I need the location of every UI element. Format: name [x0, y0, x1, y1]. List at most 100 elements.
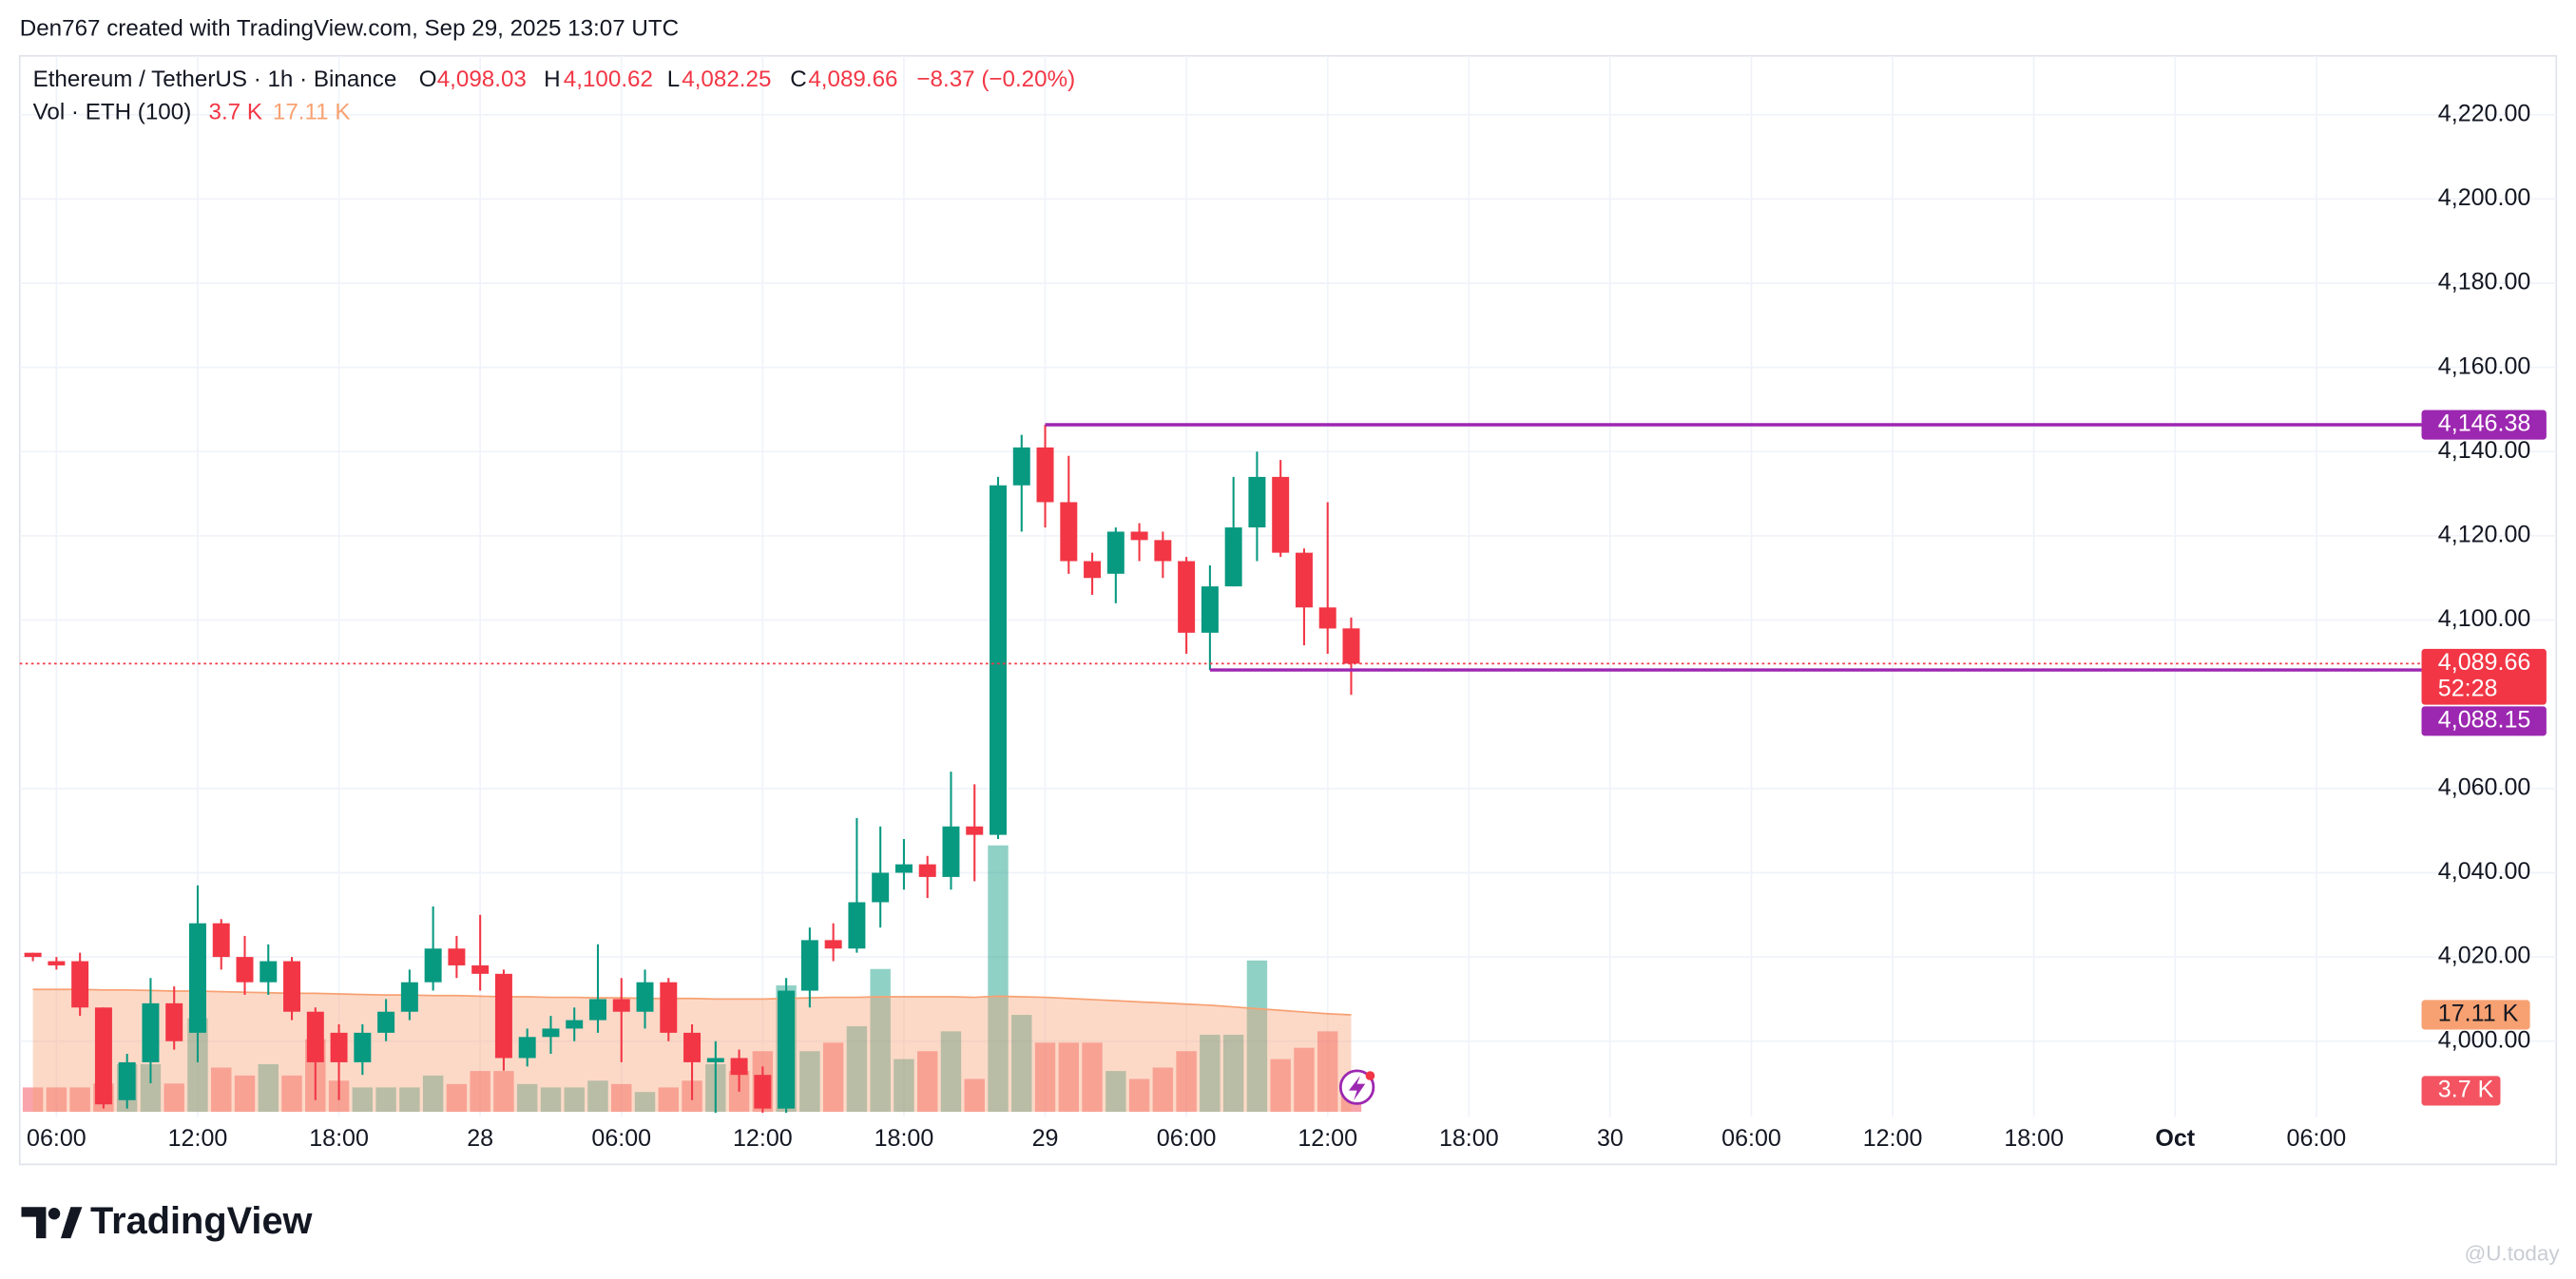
volume-bar	[1152, 1067, 1174, 1113]
volume-bar	[822, 1042, 844, 1113]
candles	[24, 425, 1360, 1114]
brand-name: TradingView	[90, 1200, 312, 1242]
legend-low: 4,082.25	[682, 67, 771, 92]
attribution: Den767 created with TradingView.com, Sep…	[20, 16, 679, 42]
replay-icon	[1338, 1069, 1375, 1105]
candle-body	[1248, 476, 1266, 528]
y-tick-label: 4,000.00	[2438, 1026, 2531, 1053]
x-tick-label: 29	[1032, 1125, 1059, 1152]
horizontal-line-pill	[2421, 410, 2547, 440]
volume-bar	[234, 1075, 256, 1113]
volume-bar	[540, 1087, 562, 1113]
current-price-label: 4,089.66	[2438, 649, 2531, 676]
volume-bar	[870, 968, 891, 1113]
volume-bar	[399, 1087, 420, 1113]
candle-body	[966, 826, 984, 835]
volume-bar	[281, 1075, 302, 1113]
volume-bar	[1082, 1042, 1103, 1113]
y-tick-label: 4,040.00	[2438, 858, 2531, 885]
candle-body	[424, 948, 442, 983]
candle-body	[542, 1028, 560, 1038]
candle-body	[1154, 540, 1172, 562]
x-tick-label: 12:00	[1298, 1125, 1357, 1152]
candle-body	[589, 999, 606, 1021]
volume-ma-line	[32, 988, 1352, 1016]
grid	[19, 55, 2557, 1117]
brand-logo: TradingView	[21, 1200, 313, 1242]
volume-bar	[1034, 1042, 1056, 1113]
volume-bar	[470, 1071, 490, 1113]
candle-body	[71, 961, 89, 1008]
volume-title: Vol · ETH (100)	[33, 100, 192, 125]
x-tick-label: 06:00	[591, 1125, 651, 1152]
volume-bar	[352, 1087, 374, 1113]
candle-body	[212, 923, 230, 958]
candle-body	[142, 1002, 160, 1062]
candle-body	[330, 1032, 348, 1062]
symbol-title: Ethereum / TetherUS · 1h · Binance	[33, 67, 397, 92]
candle-body	[494, 973, 512, 1059]
x-tick-label: 12:00	[168, 1125, 228, 1152]
candle-body	[354, 1032, 372, 1062]
volume-bar	[69, 1087, 90, 1113]
volume-bar	[1246, 960, 1268, 1113]
volume-bar	[1270, 1059, 1291, 1113]
volume-bar	[422, 1075, 444, 1113]
legend-header: Ethereum / TetherUS · 1h · Binance O 4,0…	[33, 67, 1076, 125]
candle-body	[1012, 447, 1030, 486]
volume-bar	[493, 1071, 514, 1113]
candle-body	[1342, 628, 1360, 664]
candle-body	[471, 964, 490, 974]
volume-bar	[846, 1025, 868, 1113]
volume-bar	[140, 1063, 162, 1113]
y-tick-label: 4,180.00	[2438, 269, 2531, 296]
volume-bar	[587, 1080, 608, 1113]
candle-body	[778, 990, 796, 1109]
volume-ma-pill	[2421, 1000, 2530, 1030]
volume-last: 3.7 K	[209, 100, 262, 125]
volume-bar	[1058, 1042, 1080, 1113]
volume-bar	[1011, 1015, 1032, 1113]
candle-body	[1178, 561, 1196, 633]
overlay	[19, 423, 2422, 672]
volume-ma-last: 17.11 K	[273, 100, 351, 125]
candle-body	[24, 952, 42, 958]
volume-ma-pill-label: 17.11 K	[2438, 1001, 2519, 1027]
horizontal-line-label: 4,088.15	[2438, 707, 2531, 734]
y-tick-label: 4,200.00	[2438, 184, 2531, 211]
legend-c: C	[790, 67, 806, 92]
volume-bar	[964, 1079, 985, 1113]
legend-o: O	[419, 67, 437, 92]
y-tick-label: 4,100.00	[2438, 605, 2531, 632]
volume-bar	[658, 1087, 680, 1113]
candle-body	[283, 961, 301, 1012]
y-tick-label: 4,120.00	[2438, 522, 2531, 548]
candle-body	[612, 999, 630, 1012]
volume-bar	[1222, 1034, 1244, 1113]
volume-bar	[163, 1083, 184, 1113]
candle-body	[306, 1011, 324, 1062]
x-tick-label: 06:00	[1721, 1125, 1781, 1152]
candle-body	[94, 1007, 112, 1105]
volume-bar	[375, 1087, 396, 1113]
candle-body	[824, 940, 842, 949]
x-tick-label: 18:00	[875, 1125, 934, 1152]
candle-body	[377, 1011, 395, 1033]
volume-pill	[2421, 1076, 2501, 1106]
candle-body	[730, 1058, 748, 1076]
legend-change: −8.37 (−0.20%)	[916, 67, 1075, 92]
axes: 4,000.00 4,020.00 4,040.00 4,060.00 4,100.00…	[27, 100, 2547, 1152]
candle-body	[1060, 502, 1078, 562]
candle-body	[48, 961, 66, 965]
legend-open: 4,098.03	[437, 67, 527, 92]
candle-body	[518, 1037, 536, 1059]
x-tick-label: 18:00	[2004, 1125, 2064, 1152]
y-tick-label: 4,060.00	[2438, 773, 2531, 800]
legend-l: L	[667, 67, 680, 92]
y-tick-label: 4,220.00	[2438, 100, 2531, 126]
x-tick-label: 06:00	[1157, 1125, 1217, 1152]
countdown-label: 52:28	[2438, 676, 2498, 702]
volume-bar	[22, 1087, 44, 1113]
